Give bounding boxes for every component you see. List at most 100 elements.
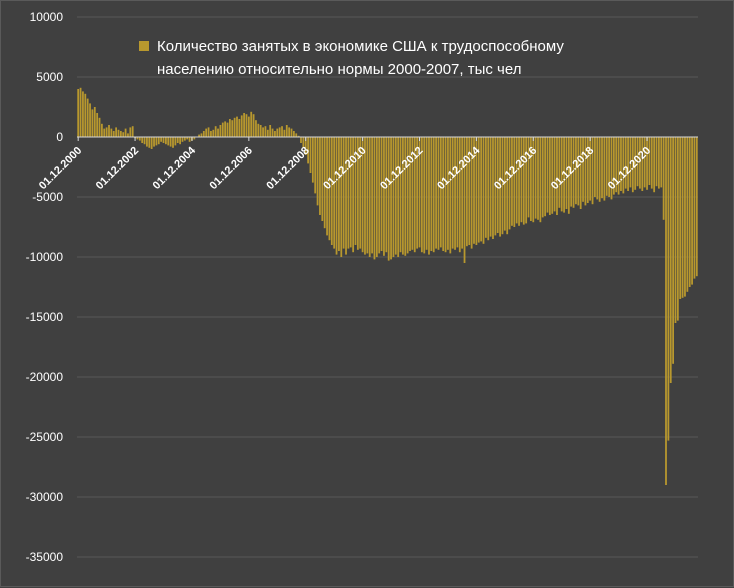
bar xyxy=(439,137,442,248)
bar xyxy=(271,128,274,137)
bar xyxy=(449,137,452,254)
bar xyxy=(96,113,99,137)
bar xyxy=(660,137,663,188)
bar xyxy=(243,113,245,137)
bar xyxy=(105,127,108,137)
bar xyxy=(636,137,639,187)
bar xyxy=(141,137,144,143)
bar xyxy=(695,137,698,277)
bar xyxy=(617,137,620,195)
bar xyxy=(228,119,231,137)
bar xyxy=(530,137,532,221)
bar xyxy=(615,137,618,193)
bar xyxy=(688,137,691,287)
bar xyxy=(541,137,544,218)
bar xyxy=(164,137,167,145)
bar xyxy=(627,137,629,191)
bar xyxy=(124,128,127,137)
bar xyxy=(527,137,530,218)
bar xyxy=(188,137,191,142)
bar xyxy=(560,137,563,212)
legend-swatch xyxy=(139,41,149,51)
bar xyxy=(584,137,587,206)
bar xyxy=(354,137,357,245)
bar xyxy=(594,137,596,197)
bar xyxy=(290,128,293,137)
bar xyxy=(409,137,411,251)
bar xyxy=(193,137,196,140)
bar xyxy=(693,137,696,279)
bar xyxy=(556,137,558,215)
bar xyxy=(413,137,416,253)
bar xyxy=(167,137,170,146)
bar xyxy=(122,132,125,137)
bar xyxy=(676,137,679,321)
bar xyxy=(219,125,222,137)
bar xyxy=(669,137,672,383)
bar xyxy=(361,137,364,253)
bar xyxy=(392,137,395,257)
bar xyxy=(577,137,580,206)
bar xyxy=(264,126,267,137)
bar xyxy=(378,137,381,254)
bar xyxy=(136,137,139,140)
bar xyxy=(684,137,686,297)
bar xyxy=(641,137,644,191)
bar xyxy=(603,137,606,201)
bar xyxy=(646,137,648,190)
bar xyxy=(233,117,236,137)
bar xyxy=(430,137,433,251)
bar xyxy=(489,137,492,237)
x-tick-label: 01.12.2006 xyxy=(208,145,255,192)
x-tick-label: 01.12.2012 xyxy=(378,145,425,192)
bar xyxy=(245,114,248,137)
y-tick-label: 0 xyxy=(56,130,63,144)
bar xyxy=(326,137,328,236)
bar xyxy=(300,137,302,143)
bar xyxy=(508,137,511,230)
bar xyxy=(117,129,120,137)
bar xyxy=(148,137,151,148)
bar xyxy=(394,137,397,255)
bar xyxy=(494,137,497,236)
bar xyxy=(463,137,466,263)
bar xyxy=(238,119,241,137)
bar xyxy=(411,137,414,250)
bar xyxy=(364,137,366,255)
bar xyxy=(496,137,499,233)
bar xyxy=(212,129,215,137)
bar xyxy=(153,137,155,147)
bar xyxy=(492,137,494,239)
bar xyxy=(586,137,589,203)
bar xyxy=(224,121,227,137)
bar xyxy=(511,137,513,226)
bar xyxy=(383,137,385,256)
bar xyxy=(537,137,539,220)
bar xyxy=(648,137,651,185)
bar xyxy=(480,137,483,242)
bar xyxy=(202,131,205,137)
bar xyxy=(93,107,96,137)
bar xyxy=(179,137,181,145)
bar xyxy=(601,137,603,199)
bar xyxy=(231,120,234,137)
bar xyxy=(77,89,80,137)
bar xyxy=(285,125,288,137)
bar xyxy=(624,137,627,189)
bar xyxy=(86,98,89,137)
bar xyxy=(82,91,84,137)
bar xyxy=(314,137,317,194)
bar xyxy=(138,137,141,141)
bar xyxy=(155,137,158,146)
bar xyxy=(658,137,660,189)
bar xyxy=(506,137,509,235)
bar xyxy=(435,137,437,249)
bar xyxy=(444,137,447,253)
bar xyxy=(567,137,570,214)
bar xyxy=(257,123,260,137)
x-tick-label: 01.12.2002 xyxy=(94,145,141,192)
bar xyxy=(330,137,333,245)
bar xyxy=(115,127,117,137)
x-tick-label: 01.12.2016 xyxy=(492,145,539,192)
bar xyxy=(477,137,480,243)
